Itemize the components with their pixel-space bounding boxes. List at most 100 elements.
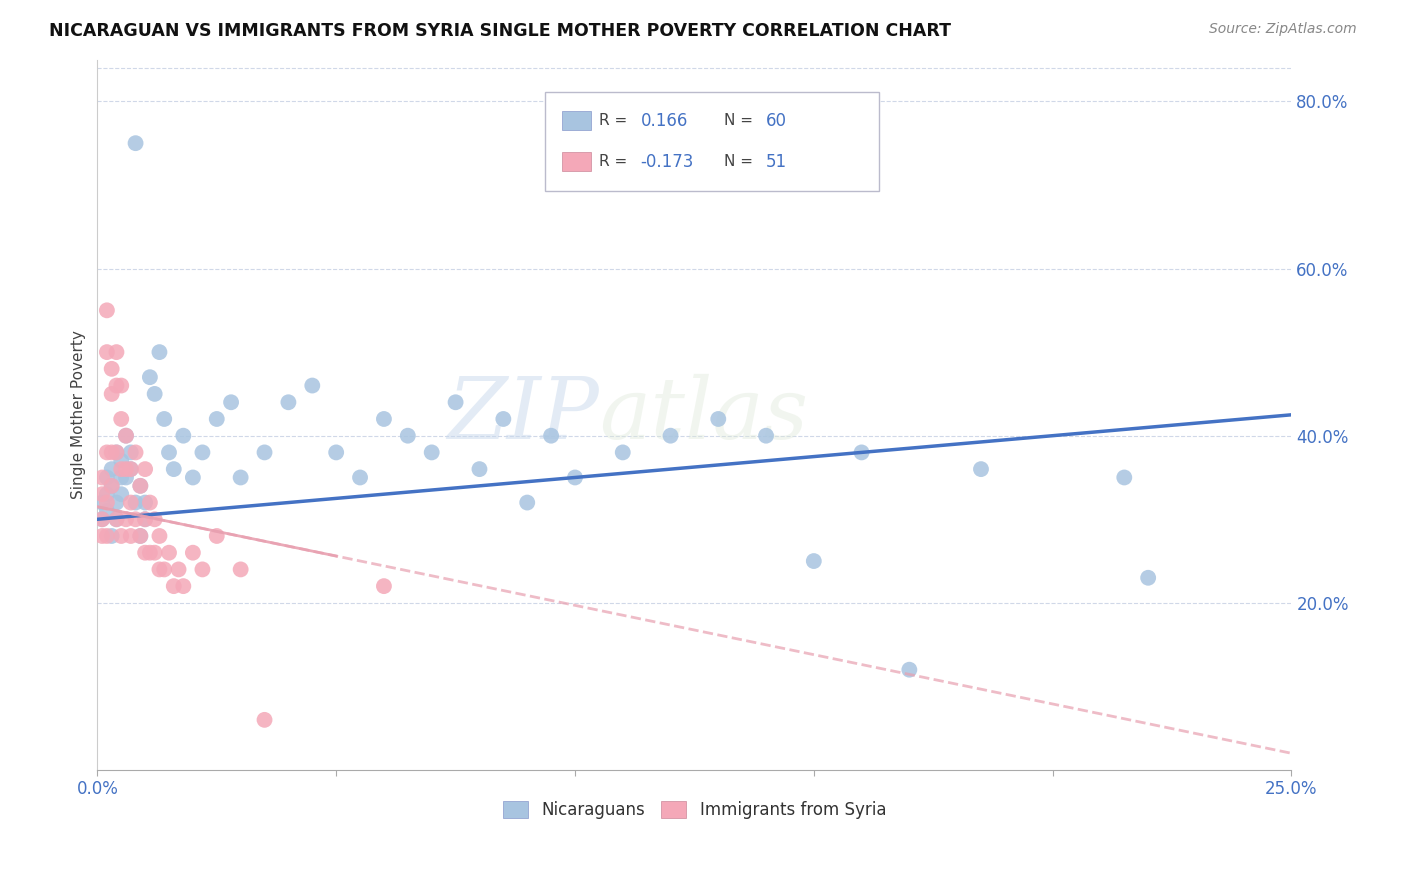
Point <box>148 562 170 576</box>
Point <box>143 387 166 401</box>
Point <box>115 462 138 476</box>
Point <box>659 428 682 442</box>
Point <box>129 529 152 543</box>
Point <box>143 512 166 526</box>
Point <box>100 361 122 376</box>
Y-axis label: Single Mother Poverty: Single Mother Poverty <box>72 330 86 500</box>
Point <box>277 395 299 409</box>
Text: N =: N = <box>724 113 754 128</box>
Point <box>163 579 186 593</box>
Point <box>124 512 146 526</box>
Point <box>91 529 114 543</box>
Point <box>707 412 730 426</box>
Point <box>143 546 166 560</box>
Point <box>148 529 170 543</box>
Point <box>139 546 162 560</box>
Point <box>564 470 586 484</box>
Point <box>124 136 146 151</box>
Text: R =: R = <box>599 113 627 128</box>
Point <box>100 529 122 543</box>
Point <box>420 445 443 459</box>
Point <box>970 462 993 476</box>
Point <box>898 663 921 677</box>
Point <box>205 529 228 543</box>
Point <box>120 462 142 476</box>
Point <box>253 445 276 459</box>
Point <box>110 487 132 501</box>
Point <box>444 395 467 409</box>
Point <box>100 445 122 459</box>
Point <box>157 445 180 459</box>
Point <box>1114 470 1136 484</box>
Point <box>120 445 142 459</box>
Point <box>105 445 128 459</box>
Point <box>115 428 138 442</box>
Point <box>105 512 128 526</box>
Point <box>96 529 118 543</box>
Point <box>91 487 114 501</box>
Point <box>129 479 152 493</box>
Point <box>229 562 252 576</box>
Point <box>157 546 180 560</box>
Point <box>181 546 204 560</box>
Point <box>115 470 138 484</box>
Text: 51: 51 <box>766 153 787 170</box>
Point <box>134 512 156 526</box>
Point <box>110 470 132 484</box>
Point <box>110 454 132 468</box>
Text: -0.173: -0.173 <box>641 153 695 170</box>
FancyBboxPatch shape <box>562 152 591 171</box>
Point <box>134 512 156 526</box>
Point <box>110 462 132 476</box>
Point <box>301 378 323 392</box>
Point <box>105 378 128 392</box>
Point <box>100 387 122 401</box>
Point <box>100 479 122 493</box>
FancyBboxPatch shape <box>546 92 880 191</box>
Point <box>105 512 128 526</box>
Point <box>167 562 190 576</box>
Point <box>755 428 778 442</box>
Text: R =: R = <box>599 154 627 169</box>
Point <box>96 345 118 359</box>
Point <box>91 495 114 509</box>
Point <box>129 529 152 543</box>
Text: ZIP: ZIP <box>447 374 599 456</box>
FancyBboxPatch shape <box>562 111 591 130</box>
Point <box>115 512 138 526</box>
Point <box>851 445 873 459</box>
Point <box>219 395 242 409</box>
Point <box>96 487 118 501</box>
Point <box>153 412 176 426</box>
Point <box>96 445 118 459</box>
Text: 0.166: 0.166 <box>641 112 688 130</box>
Point <box>134 462 156 476</box>
Point <box>110 529 132 543</box>
Point <box>134 546 156 560</box>
Point <box>120 462 142 476</box>
Point <box>229 470 252 484</box>
Point <box>612 445 634 459</box>
Point <box>96 504 118 518</box>
Point <box>373 412 395 426</box>
Point <box>105 345 128 359</box>
Point <box>129 479 152 493</box>
Text: atlas: atlas <box>599 374 808 456</box>
Point <box>516 495 538 509</box>
Point <box>110 412 132 426</box>
Point <box>139 370 162 384</box>
Point <box>100 479 122 493</box>
Text: N =: N = <box>724 154 754 169</box>
Legend: Nicaraguans, Immigrants from Syria: Nicaraguans, Immigrants from Syria <box>496 794 893 826</box>
Text: 60: 60 <box>766 112 787 130</box>
Point <box>540 428 562 442</box>
Point <box>253 713 276 727</box>
Point <box>124 445 146 459</box>
Point <box>139 495 162 509</box>
Point <box>96 470 118 484</box>
Point <box>110 378 132 392</box>
Point <box>96 303 118 318</box>
Point <box>373 579 395 593</box>
Point <box>172 428 194 442</box>
Point <box>191 445 214 459</box>
